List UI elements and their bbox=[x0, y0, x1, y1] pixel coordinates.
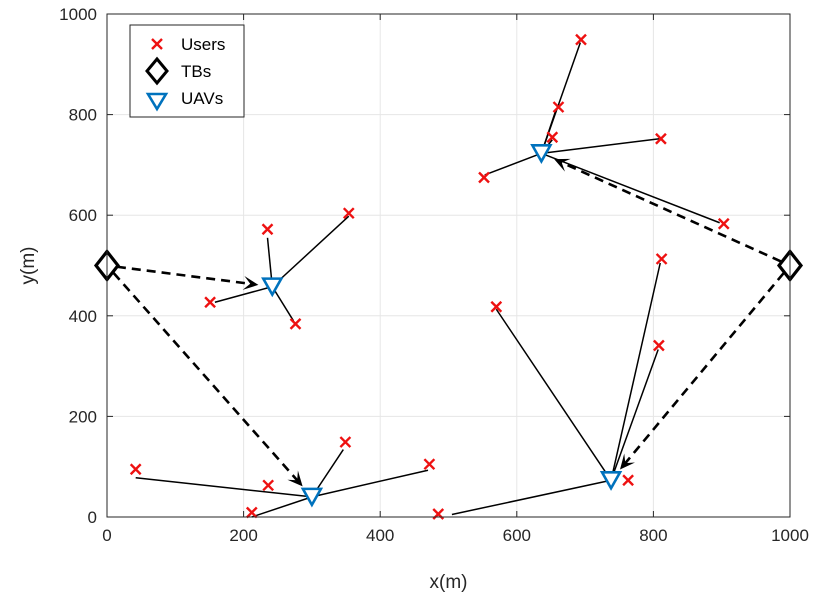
user-link-line bbox=[271, 286, 295, 322]
y-tick-label: 600 bbox=[69, 206, 97, 225]
user-marker-stroke bbox=[204, 296, 216, 309]
user-link-line bbox=[135, 477, 312, 498]
user-marker bbox=[262, 479, 275, 492]
y-tick-label: 200 bbox=[69, 407, 97, 426]
legend-users-label: Users bbox=[181, 35, 225, 54]
backhaul-arrowhead bbox=[620, 453, 635, 470]
user-marker bbox=[261, 223, 274, 236]
legend-tbs-marker bbox=[145, 56, 169, 86]
x-tick-label: 0 bbox=[102, 526, 111, 545]
uav-marker bbox=[530, 144, 553, 164]
user-link-line bbox=[541, 152, 720, 224]
user-link-line bbox=[495, 308, 612, 481]
user-marker bbox=[245, 506, 258, 519]
user-marker-stroke bbox=[552, 101, 565, 113]
x-tick-label: 200 bbox=[229, 526, 257, 545]
user-link-line bbox=[484, 152, 542, 176]
user-marker bbox=[655, 253, 668, 265]
user-marker-stroke bbox=[423, 458, 436, 471]
user-marker-stroke bbox=[262, 479, 275, 492]
user-marker bbox=[342, 207, 355, 220]
y-tick-label: 0 bbox=[88, 508, 97, 527]
user-marker bbox=[339, 436, 352, 448]
user-link-line bbox=[251, 496, 313, 518]
user-marker-stroke bbox=[289, 317, 302, 330]
user-marker bbox=[478, 171, 490, 184]
user-marker-stroke bbox=[575, 33, 587, 46]
uav-marker bbox=[300, 487, 324, 508]
user-marker-stroke bbox=[129, 463, 142, 476]
user-link-line bbox=[610, 349, 659, 481]
user-marker-stroke bbox=[339, 436, 352, 448]
user-marker bbox=[552, 101, 565, 113]
uav-marker bbox=[261, 277, 284, 298]
x-axis-label: x(m) bbox=[430, 572, 468, 593]
backhaul-dashed-line bbox=[116, 265, 255, 286]
backhaul-dashed-line bbox=[557, 159, 782, 263]
x-tick-label: 600 bbox=[503, 526, 531, 545]
backhaul-arrowhead bbox=[287, 470, 303, 487]
user-marker-stroke bbox=[655, 132, 667, 145]
y-axis-label: y(m) bbox=[18, 247, 39, 285]
user-link-line bbox=[541, 137, 660, 155]
user-marker bbox=[655, 132, 667, 145]
user-marker-stroke bbox=[622, 474, 634, 487]
backhaul-arrowhead bbox=[554, 158, 571, 172]
legend-users-marker bbox=[151, 38, 163, 50]
user-link-line bbox=[311, 469, 429, 498]
uav-marker bbox=[599, 470, 623, 491]
backhaul-links bbox=[112, 158, 785, 487]
y-tick-label: 800 bbox=[69, 106, 97, 125]
markers bbox=[93, 33, 804, 520]
user-marker bbox=[575, 33, 587, 46]
user-marker bbox=[490, 300, 503, 313]
y-tick-label: 1000 bbox=[59, 5, 97, 24]
user-marker bbox=[129, 463, 142, 476]
legend-item-users: Users bbox=[151, 35, 225, 54]
x-tick-label: 400 bbox=[366, 526, 394, 545]
user-link-line bbox=[271, 215, 350, 288]
user-marker-stroke bbox=[478, 171, 490, 184]
x-tick-label: 800 bbox=[639, 526, 667, 545]
legend-uavs-label: UAVs bbox=[181, 89, 223, 108]
user-link-line bbox=[610, 262, 661, 481]
user-link-line bbox=[214, 285, 273, 303]
legend-item-tbs: TBs bbox=[145, 56, 211, 86]
user-marker-stroke bbox=[261, 223, 274, 236]
x-tick-label: 1000 bbox=[771, 526, 809, 545]
user-marker-stroke bbox=[490, 300, 503, 313]
backhaul-dashed-line bbox=[621, 272, 785, 468]
legend: Users TBs UAVs bbox=[129, 24, 245, 118]
user-marker-stroke bbox=[655, 253, 668, 265]
grid-lines bbox=[106, 13, 791, 518]
legend-tbs-label: TBs bbox=[181, 62, 211, 81]
user-marker-stroke bbox=[342, 207, 355, 220]
user-marker-stroke bbox=[546, 131, 559, 144]
user-marker bbox=[653, 339, 665, 352]
plot-frame bbox=[106, 13, 791, 518]
user-marker bbox=[289, 317, 302, 330]
y-tick-label: 400 bbox=[69, 307, 97, 326]
user-links bbox=[135, 42, 720, 518]
user-marker-stroke bbox=[245, 506, 258, 519]
user-marker bbox=[622, 474, 634, 487]
backhaul-dashed-line bbox=[112, 272, 301, 485]
user-marker bbox=[546, 131, 559, 144]
axis-ticks: 0 200 400 600 800 1000 0 200 400 600 800 1000 bbox=[59, 5, 809, 545]
legend-item-uavs: UAVs bbox=[145, 89, 223, 112]
user-marker-stroke bbox=[717, 217, 730, 230]
user-marker bbox=[717, 217, 730, 230]
user-link-line bbox=[451, 479, 612, 516]
user-marker bbox=[204, 296, 216, 309]
legend-uavs-marker bbox=[145, 92, 169, 112]
legend-box bbox=[129, 24, 245, 118]
user-marker-stroke bbox=[653, 339, 665, 352]
backhaul-arrowhead bbox=[242, 276, 259, 290]
user-marker bbox=[423, 458, 436, 471]
